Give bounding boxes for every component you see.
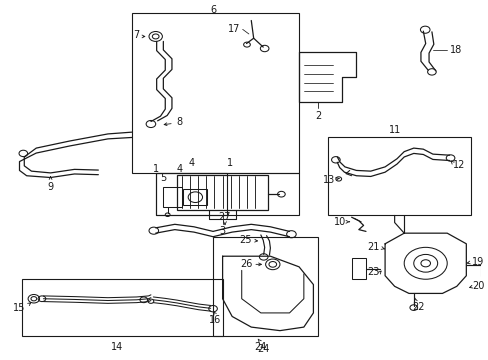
Text: 18: 18 — [448, 45, 461, 55]
Text: 21: 21 — [366, 242, 379, 252]
Circle shape — [152, 34, 159, 39]
Text: 9: 9 — [47, 182, 54, 192]
Text: 14: 14 — [111, 342, 123, 352]
Text: 11: 11 — [388, 125, 400, 135]
Text: 8: 8 — [176, 117, 182, 126]
Text: 23: 23 — [366, 267, 379, 277]
Text: 1: 1 — [152, 165, 159, 174]
Text: 4: 4 — [176, 165, 183, 174]
Bar — [155, 173, 227, 215]
Text: 25: 25 — [239, 235, 252, 245]
Bar — [351, 258, 365, 279]
Text: 12: 12 — [452, 160, 465, 170]
Text: 5: 5 — [160, 173, 166, 183]
Bar — [480, 255, 488, 276]
Text: 15: 15 — [13, 303, 26, 312]
Text: 10: 10 — [333, 217, 345, 227]
Text: 24: 24 — [257, 344, 269, 354]
Bar — [22, 279, 222, 336]
Text: 13: 13 — [322, 175, 334, 185]
Bar — [163, 188, 182, 207]
Text: 17: 17 — [228, 24, 240, 34]
Bar — [183, 189, 207, 205]
Text: 6: 6 — [209, 5, 216, 15]
Text: 27: 27 — [218, 212, 231, 222]
Bar — [177, 175, 267, 210]
Bar — [327, 138, 470, 215]
Text: 7: 7 — [132, 30, 139, 40]
Text: 24: 24 — [254, 342, 266, 352]
Text: 2: 2 — [314, 111, 321, 121]
Text: 3: 3 — [219, 226, 225, 236]
Text: 20: 20 — [471, 281, 484, 291]
Text: 26: 26 — [240, 259, 252, 269]
Bar — [155, 173, 299, 215]
Bar — [213, 237, 318, 336]
Bar — [132, 13, 299, 173]
Text: 19: 19 — [471, 257, 483, 266]
Text: 22: 22 — [411, 302, 424, 312]
Text: 1: 1 — [226, 158, 232, 168]
Text: 4: 4 — [188, 158, 194, 168]
Text: 16: 16 — [209, 315, 221, 325]
